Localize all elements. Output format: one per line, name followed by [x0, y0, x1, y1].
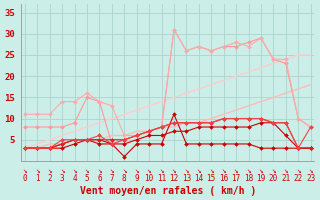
X-axis label: Vent moyen/en rafales ( km/h ): Vent moyen/en rafales ( km/h ): [80, 186, 256, 196]
